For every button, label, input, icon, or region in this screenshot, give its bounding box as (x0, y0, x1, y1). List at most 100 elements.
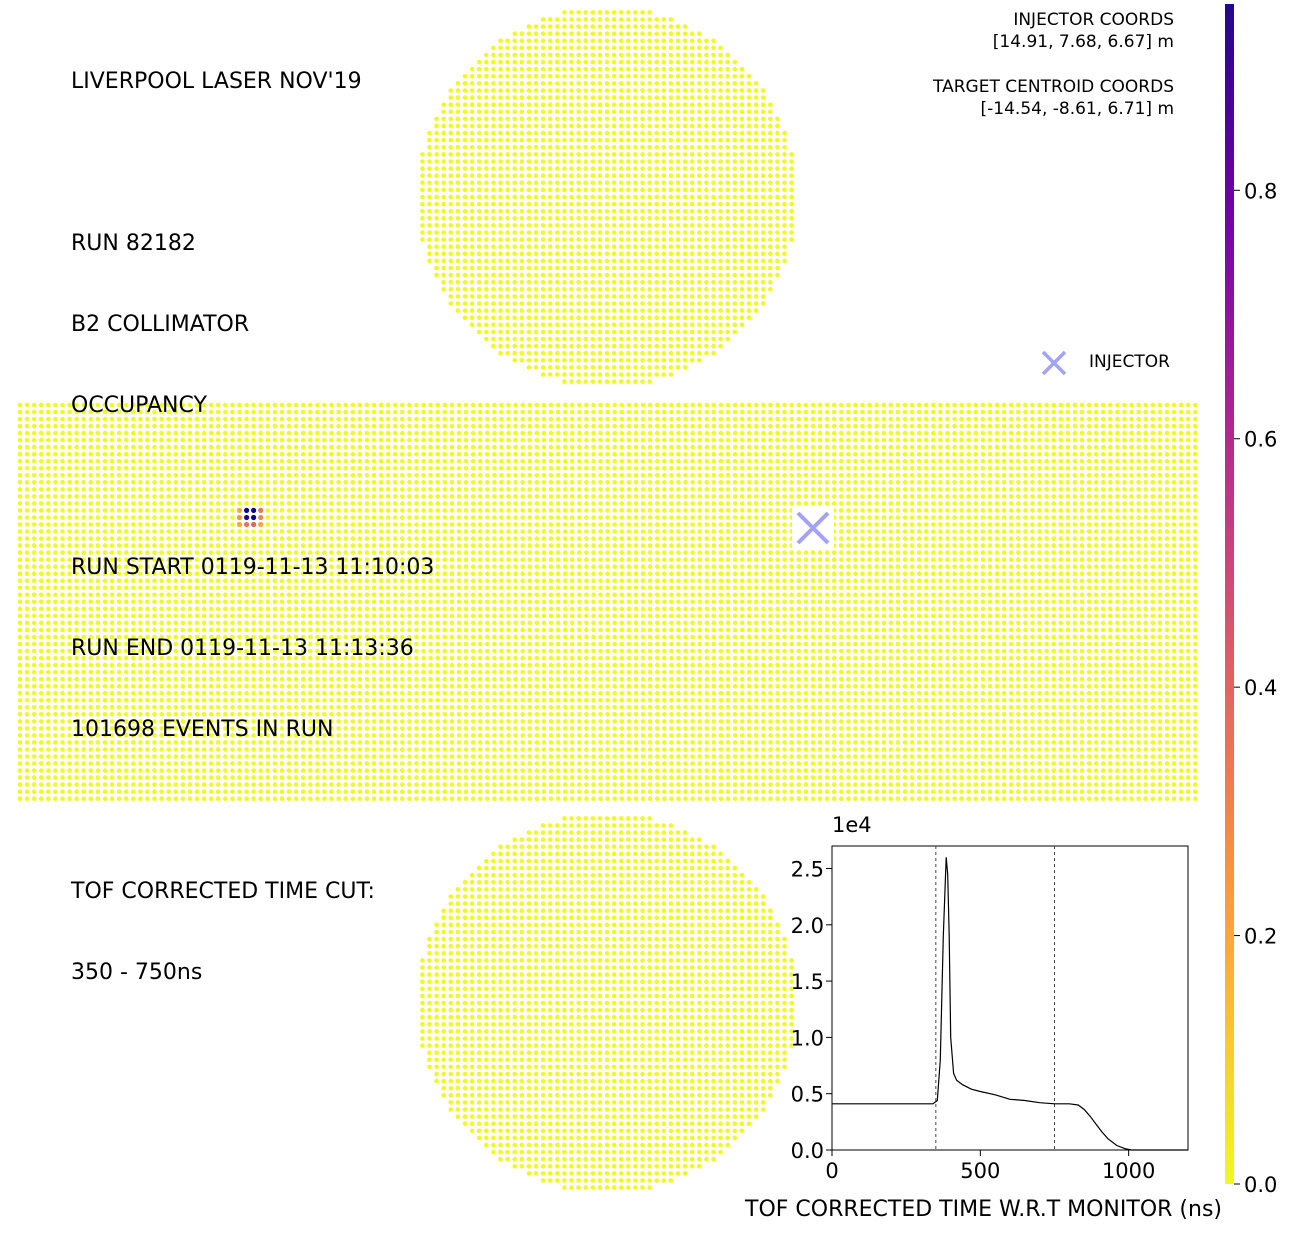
pmt-dot (441, 258, 447, 264)
pmt-dot (434, 258, 439, 264)
pmt-dot (427, 130, 432, 136)
pmt-dot (434, 187, 439, 193)
pmt-dot (441, 251, 447, 257)
pmt-dot (434, 152, 439, 157)
pmt-dot (448, 123, 454, 129)
pmt-dot (434, 145, 439, 150)
pmt-dot (441, 265, 447, 271)
pmt-dot (441, 187, 447, 193)
pmt-dot (441, 130, 447, 136)
pmt-dot (434, 173, 439, 178)
pmt-dot (420, 208, 425, 214)
pmt-dot (448, 180, 454, 186)
pmt-dot (420, 223, 425, 228)
pmt-dot (448, 216, 454, 221)
pmt-dot (441, 123, 447, 129)
pmt-dot (434, 230, 439, 235)
pmt-dot (434, 201, 439, 207)
pmt-dot (420, 173, 425, 178)
pmt-dot (441, 180, 447, 186)
pmt-dot (448, 130, 454, 136)
pmt-dot (420, 180, 425, 186)
pmt-dot (420, 152, 425, 157)
pmt-dot (434, 159, 439, 164)
pmt-dot (448, 116, 454, 122)
pmt-dot (427, 216, 432, 221)
pmt-dot (420, 237, 425, 242)
pmt-dot (434, 166, 439, 171)
pmt-dot (434, 137, 439, 143)
pmt-dot (427, 251, 432, 257)
pmt-dot (441, 208, 447, 214)
pmt-dot (441, 244, 447, 249)
pmt-dot (441, 166, 447, 171)
pmt-dot (434, 216, 439, 221)
pmt-dot (448, 230, 454, 235)
pmt-dot (427, 166, 432, 171)
pmt-dot (448, 102, 454, 107)
pmt-dot (427, 258, 432, 264)
pmt-dot (434, 237, 439, 242)
pmt-dot (420, 216, 425, 221)
pmt-dot (448, 187, 454, 193)
pmt-dot (448, 166, 454, 171)
pmt-dot (434, 180, 439, 186)
pmt-dot (441, 230, 447, 235)
pmt-dot (448, 88, 454, 93)
pmt-dot (427, 230, 432, 235)
pmt-dot (427, 159, 432, 164)
pmt-dot (448, 194, 454, 200)
pmt-dot (420, 159, 425, 164)
pmt-dot (434, 265, 439, 271)
top-endcap (420, 10, 794, 384)
pmt-dot (448, 208, 454, 214)
pmt-dot (427, 145, 432, 150)
pmt-dot (427, 173, 432, 178)
pmt-dot (441, 152, 447, 157)
pmt-dot (441, 102, 447, 107)
pmt-dot (448, 137, 454, 143)
pmt-dot (434, 223, 439, 228)
pmt-dot (441, 237, 447, 242)
pmt-dot (441, 223, 447, 228)
pmt-dot (441, 109, 447, 115)
pmt-dot (427, 208, 432, 214)
pmt-dot (427, 244, 432, 249)
pmt-dot (427, 194, 432, 200)
pmt-dot (441, 279, 447, 285)
pmt-dot (441, 194, 447, 200)
pmt-dot (448, 201, 454, 207)
pmt-dot (427, 237, 432, 242)
pmt-dot (441, 272, 447, 278)
pmt-dot (420, 187, 425, 193)
pmt-dot (427, 180, 432, 186)
pmt-dot (441, 173, 447, 178)
pmt-dot (441, 159, 447, 164)
pmt-dot (448, 223, 454, 228)
pmt-dot (434, 251, 439, 257)
pmt-dot (434, 123, 439, 129)
pmt-dot (448, 152, 454, 157)
pmt-dot (427, 152, 432, 157)
pmt-dot (448, 95, 454, 100)
pmt-dot (434, 130, 439, 136)
pmt-dot (420, 230, 425, 235)
pmt-dot (434, 208, 439, 214)
pmt-dot (434, 272, 439, 278)
pmt-dot (434, 116, 439, 122)
pmt-dot (441, 116, 447, 122)
pmt-dot (448, 159, 454, 164)
pmt-dot (448, 109, 454, 115)
pmt-dot (427, 223, 432, 228)
pmt-dot (441, 145, 447, 150)
pmt-dot (427, 201, 432, 207)
pmt-dot (420, 201, 425, 207)
pmt-dot (427, 137, 432, 143)
pmt-dot (434, 244, 439, 249)
pmt-dot (420, 194, 425, 200)
pmt-dot (448, 145, 454, 150)
pmt-dot (448, 173, 454, 178)
pmt-dot (441, 201, 447, 207)
pmt-dot (434, 194, 439, 200)
